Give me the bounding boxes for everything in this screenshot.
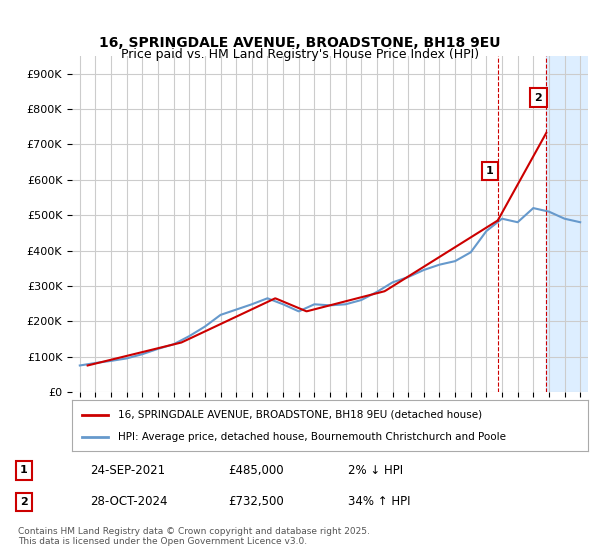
Text: £485,000: £485,000 xyxy=(228,464,284,477)
Text: 1: 1 xyxy=(486,166,494,176)
Text: HPI: Average price, detached house, Bournemouth Christchurch and Poole: HPI: Average price, detached house, Bour… xyxy=(118,432,506,442)
Text: £732,500: £732,500 xyxy=(228,496,284,508)
Text: Contains HM Land Registry data © Crown copyright and database right 2025.
This d: Contains HM Land Registry data © Crown c… xyxy=(18,526,370,546)
Bar xyxy=(546,56,596,392)
Text: 1: 1 xyxy=(20,465,28,475)
Text: Price paid vs. HM Land Registry's House Price Index (HPI): Price paid vs. HM Land Registry's House … xyxy=(121,48,479,60)
Text: 2: 2 xyxy=(535,92,542,102)
Text: 16, SPRINGDALE AVENUE, BROADSTONE, BH18 9EU (detached house): 16, SPRINGDALE AVENUE, BROADSTONE, BH18 … xyxy=(118,409,482,419)
Text: 16, SPRINGDALE AVENUE, BROADSTONE, BH18 9EU: 16, SPRINGDALE AVENUE, BROADSTONE, BH18 … xyxy=(99,36,501,50)
Text: 28-OCT-2024: 28-OCT-2024 xyxy=(90,496,167,508)
Text: 24-SEP-2021: 24-SEP-2021 xyxy=(90,464,165,477)
Text: 34% ↑ HPI: 34% ↑ HPI xyxy=(348,496,410,508)
Text: 2: 2 xyxy=(20,497,28,507)
Text: 2% ↓ HPI: 2% ↓ HPI xyxy=(348,464,403,477)
